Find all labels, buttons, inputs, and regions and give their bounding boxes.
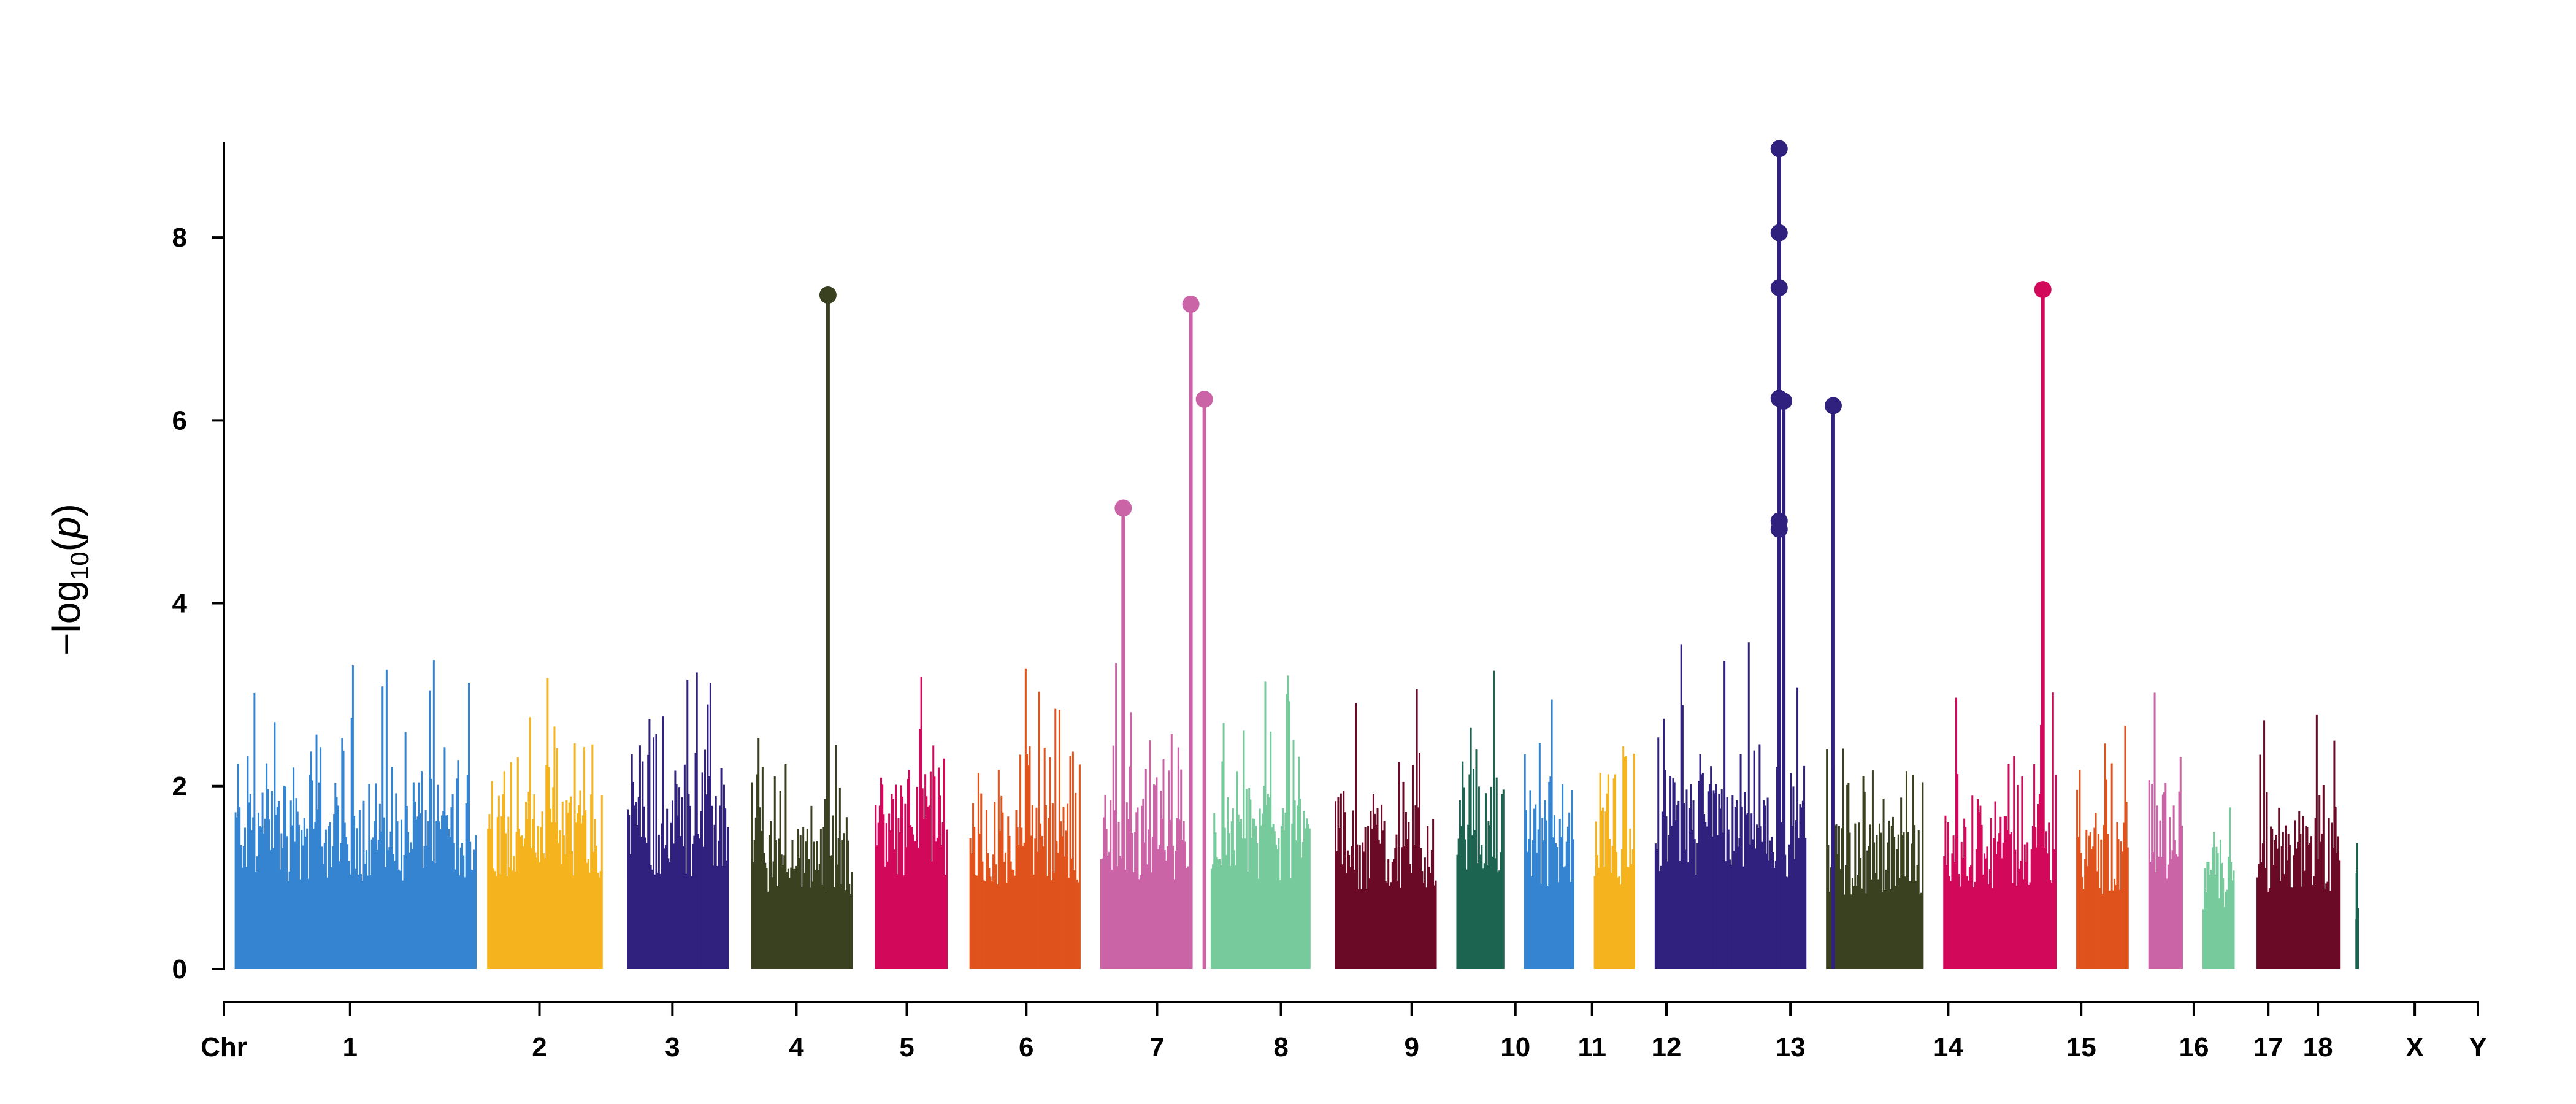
significant-snp-point — [1770, 140, 1788, 158]
x-tick-label: 13 — [1776, 1032, 1806, 1062]
y-tick-label: 0 — [172, 954, 187, 984]
significant-snp-point — [1114, 499, 1132, 517]
significant-snp-point — [1770, 224, 1788, 242]
chromosome-X-bars — [2256, 714, 2341, 969]
y-tick-label: 8 — [172, 223, 187, 253]
chromosome-14-bars — [1826, 748, 1924, 969]
x-tick-label: 16 — [2179, 1032, 2209, 1062]
x-tick-label: 14 — [1933, 1032, 1963, 1062]
x-tick-label: 11 — [1577, 1032, 1606, 1062]
chromosome-18-bars — [2202, 807, 2235, 969]
chromosome-5-bars — [875, 677, 948, 969]
significant-snp-point — [1182, 295, 1200, 313]
x-tick-label: 5 — [899, 1032, 914, 1062]
x-tick-label: 3 — [665, 1032, 680, 1062]
chromosome-9-bars — [1335, 689, 1437, 969]
chromosome-7-bars — [1100, 662, 1189, 969]
significant-snp-layer — [819, 140, 2052, 969]
y-tick-label: 2 — [172, 772, 187, 802]
x-tick-label: 17 — [2253, 1032, 2283, 1062]
significant-snp-point — [1195, 391, 1213, 408]
x-axis-ticks: Chr 1 2 3 4 5 6 7 8 9 10 11 12 13 14 15 16 17 18 X Y — [201, 1002, 2487, 1062]
y-label-prefix: −log — [44, 580, 88, 656]
y-label-open-paren: ( — [44, 539, 88, 551]
y-axis-label: −log10(p) — [44, 504, 94, 656]
y-axis-ticks: 0 2 4 6 8 — [172, 223, 224, 984]
chromosome-Y-bars — [2355, 843, 2359, 969]
chromosome-15-bars — [1943, 692, 2057, 969]
y-label-variable: p — [44, 516, 88, 540]
y-tick-label: 6 — [172, 405, 187, 435]
y-label-close-paren: ) — [44, 504, 88, 516]
x-tick-label: 7 — [1149, 1032, 1164, 1062]
x-tick-label: 9 — [1404, 1032, 1419, 1062]
chromosome-6-bars — [969, 668, 1081, 969]
x-tick-label: 18 — [2303, 1032, 2333, 1062]
x-tick-label: 4 — [789, 1032, 804, 1062]
x-tick-label: 15 — [2066, 1032, 2096, 1062]
chromosome-3-bars — [627, 672, 729, 969]
chromosome-11-bars — [1524, 699, 1574, 969]
y-label-subscript: 10 — [65, 551, 94, 580]
x-tick-label: X — [2405, 1032, 2423, 1062]
significant-snp-point — [1770, 279, 1788, 297]
x-tick-label: Chr — [201, 1032, 247, 1062]
chromosome-4-bars — [751, 738, 853, 969]
x-tick-label: 8 — [1273, 1032, 1288, 1062]
significant-snp-point — [1770, 520, 1788, 538]
chromosome-8-bars — [1210, 675, 1311, 969]
background-association-bars — [234, 642, 2359, 969]
y-tick-label: 4 — [172, 589, 188, 619]
chromosome-12-bars — [1593, 746, 1635, 969]
significant-snp-point — [2034, 281, 2052, 299]
chromosome-2-bars — [487, 678, 603, 969]
chromosome-16-bars — [2076, 725, 2129, 969]
x-tick-label: 1 — [343, 1032, 358, 1062]
significant-snp-point — [1824, 397, 1842, 415]
chromosome-1-bars — [234, 660, 477, 969]
significant-snp-point — [819, 286, 837, 304]
x-tick-label: Y — [2469, 1032, 2486, 1062]
x-tick-label: 12 — [1652, 1032, 1682, 1062]
x-tick-label: 10 — [1500, 1032, 1530, 1062]
chromosome-17-bars — [2148, 692, 2183, 969]
x-tick-label: 2 — [532, 1032, 546, 1062]
significant-snp-point — [1775, 393, 1793, 410]
chromosome-10-bars — [1456, 670, 1505, 969]
x-tick-label: 6 — [1019, 1032, 1033, 1062]
